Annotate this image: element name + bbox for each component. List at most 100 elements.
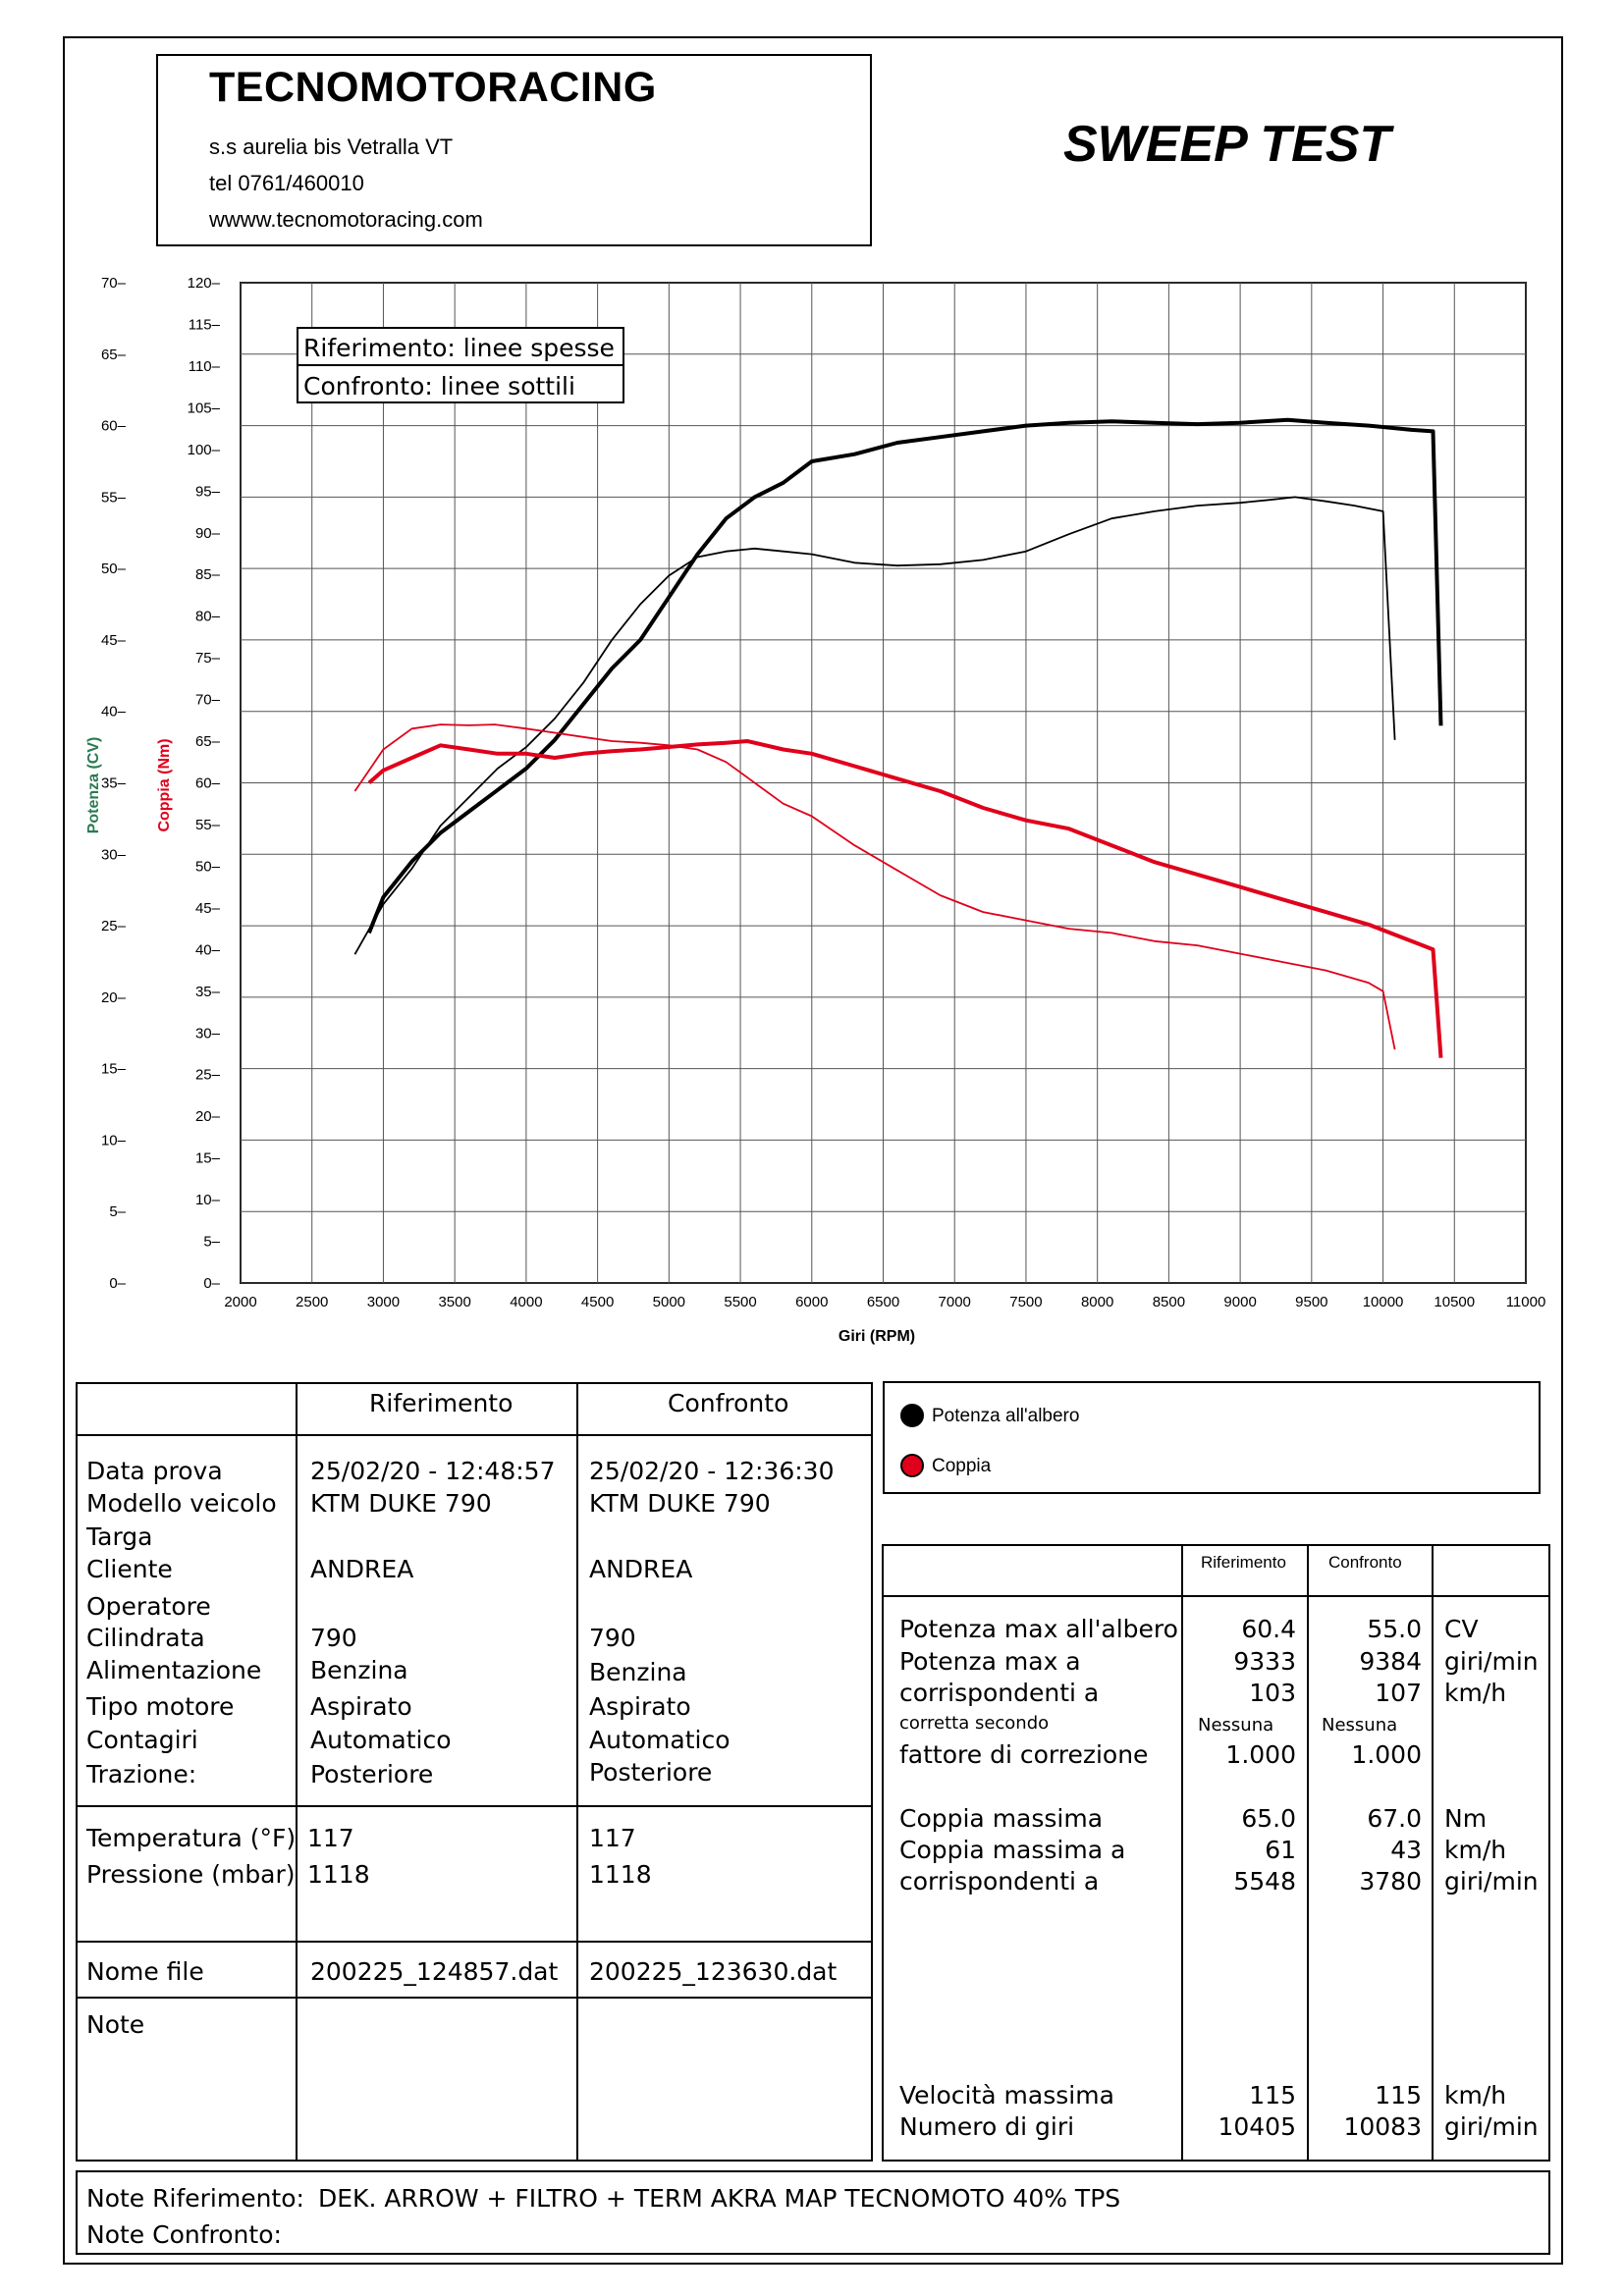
ref-drive: Posteriore — [310, 1760, 434, 1789]
ref-file: 200225_124857.dat — [310, 1957, 559, 1986]
correction-cmp: 1.000 — [1351, 1740, 1422, 1769]
power-tick-label: 0– — [109, 1275, 126, 1292]
x-tick-label: 2500 — [296, 1294, 328, 1310]
company-name: TECNOMOTORACING — [209, 64, 657, 111]
chart-series — [353, 417, 1443, 1058]
results-label: Coppia massima a — [899, 1836, 1126, 1864]
torque-tick-label: 5– — [203, 1234, 220, 1251]
torque-tick-label: 65– — [195, 733, 221, 750]
cmp-date: 25/02/20 - 12:36:30 — [589, 1457, 835, 1485]
cmp-displacement: 790 — [589, 1624, 636, 1652]
torque-tick-label: 80– — [195, 609, 221, 625]
power-tick-label: 20– — [101, 989, 127, 1006]
cmp-client: ANDREA — [589, 1555, 693, 1583]
results-unit: km/h — [1444, 1836, 1507, 1864]
company-header: TECNOMOTORACING s.s aurelia bis Vetralla… — [156, 54, 872, 246]
ref-displacement: 790 — [310, 1624, 357, 1652]
vehicle-col-comparison: Confronto — [668, 1389, 789, 1417]
results-unit: km/h — [1444, 2081, 1507, 2109]
vehicle-label: Alimentazione — [86, 1656, 262, 1684]
x-tick-label: 3500 — [438, 1294, 470, 1310]
results-cmp: 67.0 — [1367, 1804, 1422, 1833]
power-tick-label: 45– — [101, 632, 127, 649]
vehicle-label: Cliente — [86, 1555, 173, 1583]
torque-tick-label: 95– — [195, 483, 221, 500]
chart-legend-reference: Riferimento: linee spesse — [303, 334, 615, 362]
x-tick-label: 5500 — [724, 1294, 756, 1310]
torque-legend-label: Coppia — [932, 1456, 992, 1476]
x-tick-label: 9500 — [1295, 1294, 1327, 1310]
cmp-engine: Aspirato — [589, 1692, 691, 1721]
power-legend-label: Potenza all'albero — [932, 1406, 1080, 1426]
ref-fuel: Benzina — [310, 1656, 408, 1684]
chart-legend-comparison: Confronto: linee sottili — [303, 372, 575, 400]
power-tick-label: 5– — [109, 1203, 126, 1220]
vehicle-label: Contagiri — [86, 1726, 198, 1754]
results-label: corrispondenti a — [899, 1867, 1100, 1896]
series-legend — [883, 1381, 1541, 1494]
torque-tick-label: 85– — [195, 566, 221, 583]
notes-ref-label: Note Riferimento: — [86, 2184, 304, 2213]
company-website: wwww.tecnomotoracing.com — [209, 207, 483, 232]
x-tick-label: 7000 — [939, 1294, 971, 1310]
x-tick-label: 7500 — [1009, 1294, 1042, 1310]
results-ref: 61 — [1265, 1836, 1296, 1864]
file-label: Nome file — [86, 1957, 204, 1986]
torque-tick-label: 110– — [189, 358, 221, 375]
torque-tick-label: 50– — [195, 858, 221, 875]
torque-tick-label: 105– — [188, 400, 221, 416]
power-tick-label: 60– — [101, 418, 127, 435]
correction-ref-caption: Nessuna — [1198, 1715, 1274, 1735]
notes-ref-text: DEK. ARROW + FILTRO + TERM AKRA MAP TECN… — [318, 2184, 1121, 2213]
results-label: Potenza max a — [899, 1647, 1081, 1676]
vehicle-label: Targa — [86, 1522, 153, 1551]
correction-caption: corretta secondo — [899, 1713, 1050, 1734]
x-tick-label: 4000 — [510, 1294, 542, 1310]
power-tick-label: 70– — [101, 275, 127, 292]
power-legend-dot — [900, 1404, 924, 1427]
vehicle-label: Tipo motore — [86, 1692, 235, 1721]
torque-tick-label: 120– — [188, 275, 221, 292]
company-address: s.s aurelia bis Vetralla VT — [209, 134, 454, 159]
results-ref: 5548 — [1233, 1867, 1296, 1896]
cmp-pressure: 1118 — [589, 1860, 652, 1889]
power-tick-label: 25– — [101, 918, 127, 934]
results-label: Velocità massima — [899, 2081, 1114, 2109]
y-axis-label-torque: Coppia (Nm) — [156, 738, 173, 831]
results-ref: 10405 — [1218, 2112, 1296, 2141]
correction-cmp-caption: Nessuna — [1322, 1715, 1398, 1735]
torque-tick-label: 30– — [195, 1025, 221, 1041]
correction-ref: 1.000 — [1225, 1740, 1296, 1769]
x-tick-label: 5000 — [653, 1294, 685, 1310]
torque-tick-label: 35– — [195, 984, 221, 1000]
ref-client: ANDREA — [310, 1555, 414, 1583]
ref-temperature: 117 — [307, 1824, 354, 1852]
note-label: Note — [86, 2010, 145, 2039]
results-ref: 65.0 — [1241, 1804, 1296, 1833]
power-tick-label: 30– — [101, 846, 127, 863]
torque-tick-label: 90– — [195, 525, 221, 542]
power-tick-label: 55– — [101, 489, 127, 506]
x-tick-label: 11000 — [1506, 1294, 1546, 1310]
torque-reference-line — [367, 739, 1443, 1058]
torque-tick-label: 15– — [195, 1150, 221, 1167]
torque-tick-label: 100– — [188, 442, 221, 458]
cmp-file: 200225_123630.dat — [589, 1957, 838, 1986]
results-label: Coppia massima — [899, 1804, 1104, 1833]
cmp-model: KTM DUKE 790 — [589, 1489, 771, 1518]
chart-grid — [240, 282, 1527, 1284]
vehicle-label: Modello veicolo — [86, 1489, 277, 1518]
results-label: Numero di giri — [899, 2112, 1075, 2141]
cmp-drive: Posteriore — [589, 1758, 713, 1787]
vehicle-label: Operatore — [86, 1592, 211, 1621]
ref-date: 25/02/20 - 12:48:57 — [310, 1457, 556, 1485]
results-unit: giri/min — [1444, 1867, 1539, 1896]
results-ref: 9333 — [1233, 1647, 1296, 1676]
page-frame — [63, 36, 1563, 2265]
torque-tick-label: 0– — [203, 1275, 220, 1292]
x-tick-label: 6500 — [867, 1294, 899, 1310]
torque-tick-label: 75– — [195, 650, 221, 667]
power-reference-line — [367, 417, 1443, 934]
results-unit: Nm — [1444, 1804, 1488, 1833]
power-tick-label: 15– — [101, 1061, 127, 1078]
